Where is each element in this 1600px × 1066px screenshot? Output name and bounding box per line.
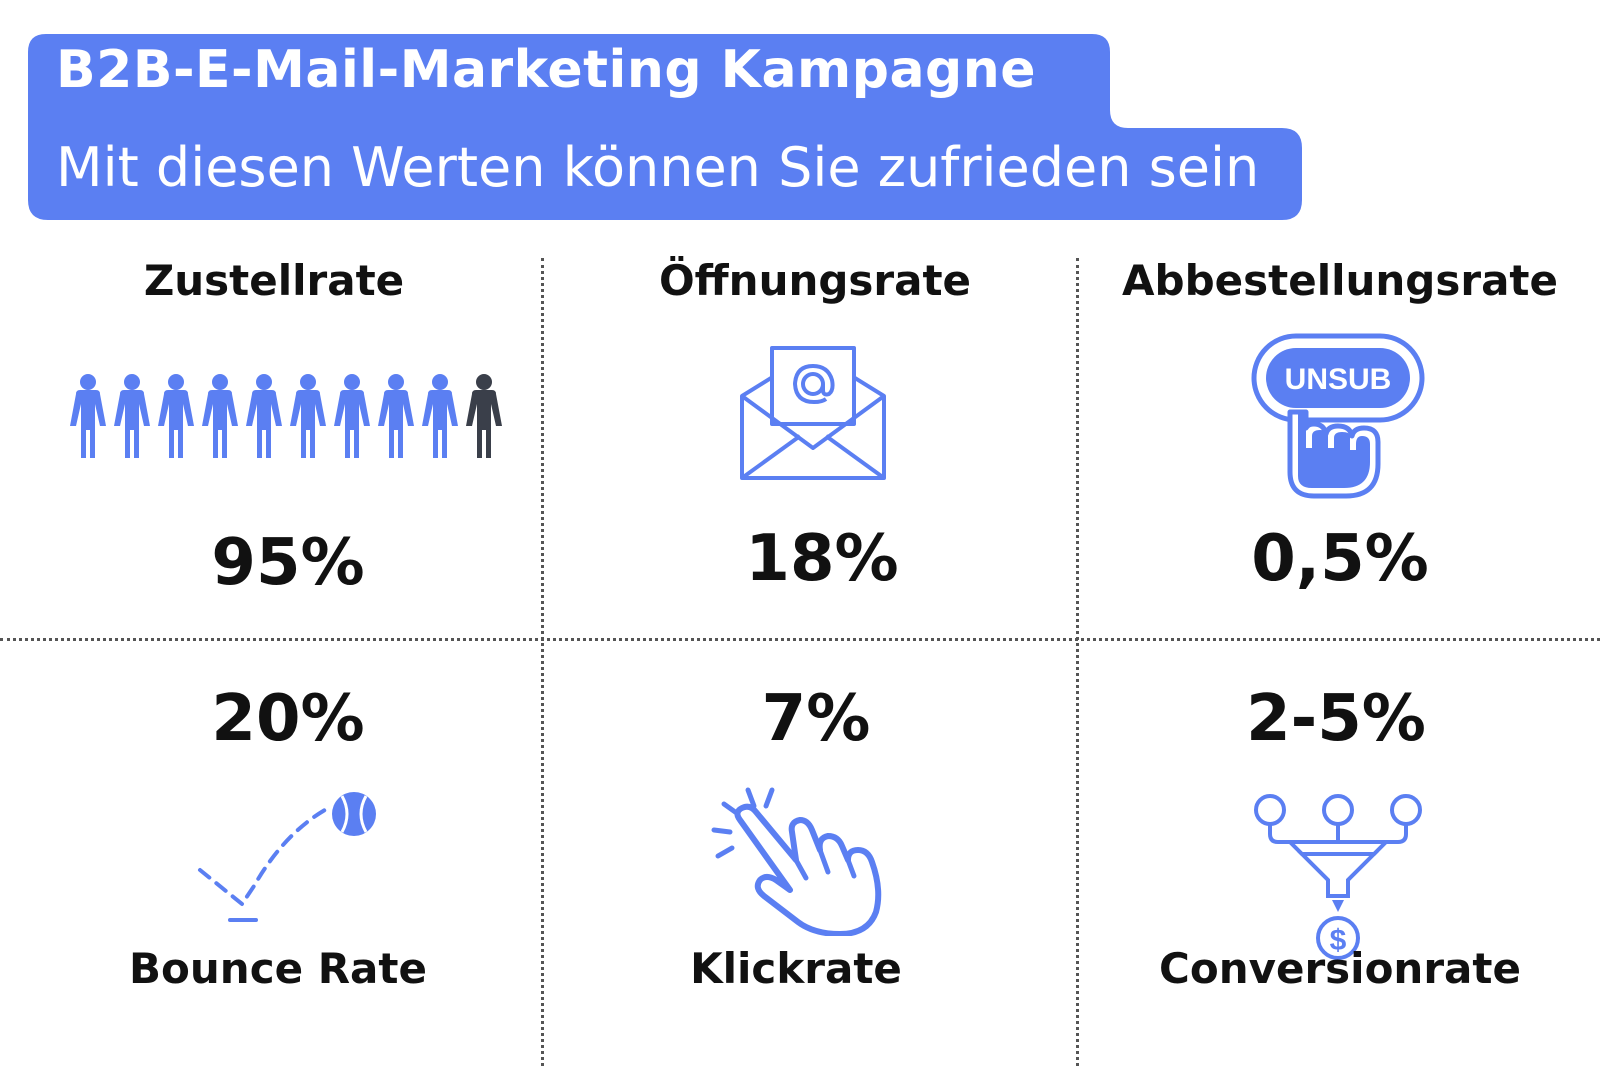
metric-value-bounce-rate: 20%: [211, 682, 365, 756]
people-icon: [70, 374, 502, 458]
bouncing-ball-icon: [198, 792, 376, 922]
metric-value-conversionrate: 2-5%: [1246, 682, 1426, 756]
metric-label-klickrate: Klickrate: [690, 944, 902, 993]
header-banner: [28, 34, 1302, 220]
person-figure: [246, 374, 282, 458]
page-subtitle: Mit diesen Werten können Sie zufrieden s…: [56, 136, 1260, 199]
person-figure: [158, 374, 194, 458]
unsub-text: UNSUB: [1285, 363, 1392, 396]
person-figure: [290, 374, 326, 458]
envelope-at-icon: [740, 346, 886, 480]
metric-value-oeffnungsrate: 18%: [745, 522, 899, 596]
metric-label-conversionrate: Conversionrate: [1159, 944, 1521, 993]
metric-label-abbestellungsrate: Abbestellungsrate: [1122, 256, 1558, 305]
row-divider: [0, 638, 1600, 641]
conversion-funnel-icon: $: [1254, 794, 1422, 960]
person-figure: [70, 374, 106, 458]
metric-value-klickrate: 7%: [761, 682, 871, 756]
person-figure: [466, 374, 502, 458]
person-figure: [202, 374, 238, 458]
metric-label-bounce-rate: Bounce Rate: [129, 944, 427, 993]
metric-value-zustellrate: 95%: [211, 526, 365, 600]
person-figure: [422, 374, 458, 458]
clicking-hand-icon: [711, 787, 882, 936]
column-divider-2: [1076, 258, 1079, 1066]
person-figure: [114, 374, 150, 458]
metric-label-oeffnungsrate: Öffnungsrate: [658, 256, 972, 305]
dollar-sign: $: [1330, 924, 1347, 957]
column-divider-1: [541, 258, 544, 1066]
page-title: B2B-E-Mail-Marketing Kampagne: [56, 40, 1037, 100]
metric-label-zustellrate: Zustellrate: [143, 256, 405, 305]
person-figure: [334, 374, 370, 458]
metric-value-abbestellungsrate: 0,5%: [1251, 522, 1429, 596]
unsubscribe-button-icon: UNSUB: [1251, 333, 1425, 499]
person-figure: [378, 374, 414, 458]
